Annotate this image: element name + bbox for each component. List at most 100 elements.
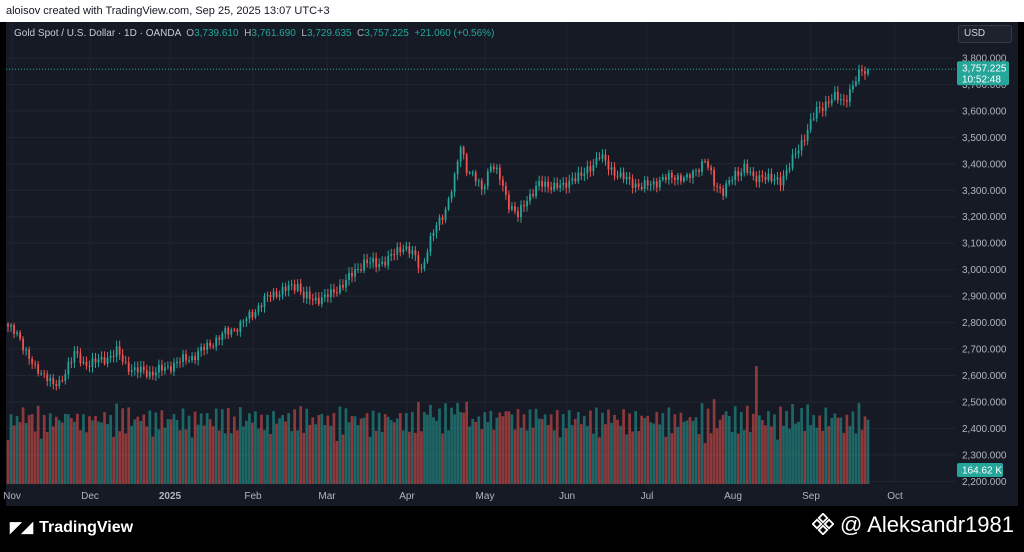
volume-bar	[6, 439, 10, 484]
candle-body	[852, 85, 854, 90]
volume-bar	[205, 413, 209, 484]
y-tick-label: 2,300.000	[962, 450, 1007, 461]
volume-bar	[57, 420, 61, 484]
candle-body	[426, 252, 429, 262]
tradingview-logo-icon: ◤◢	[10, 519, 34, 536]
volume-bar	[359, 418, 363, 484]
candle-body	[755, 176, 758, 182]
candle-body	[809, 119, 812, 130]
candle-body	[118, 346, 121, 355]
currency-button[interactable]: USD	[958, 25, 1012, 43]
volume-bar	[727, 416, 731, 484]
low-value: 3,729.635	[306, 28, 352, 39]
volume-bar	[471, 418, 475, 484]
candle-body	[236, 329, 239, 332]
volume-bar	[806, 404, 810, 484]
volume-bar	[251, 422, 254, 484]
volume-bar	[492, 429, 496, 484]
candle-body	[188, 360, 190, 362]
candle-body	[695, 170, 697, 172]
candle-body	[176, 361, 178, 363]
volume-bar	[501, 416, 505, 484]
candle-body	[686, 174, 688, 178]
volume-bar	[854, 433, 858, 484]
y-tick-label: 3,200.000	[962, 212, 1007, 223]
volume-bar	[395, 418, 399, 484]
candle-body	[637, 183, 640, 187]
candle-body	[698, 170, 700, 172]
volume-bar	[598, 437, 601, 484]
volume-bar	[709, 433, 713, 484]
volume-bar	[800, 408, 803, 484]
candle-body	[818, 107, 821, 109]
volume-bar	[63, 413, 67, 484]
volume-bar	[748, 431, 752, 484]
candlestick-chart[interactable]: 2,200.000 2,300.000 2,400.000 2,500.000 2,60…	[0, 0, 1024, 506]
candle-body	[91, 358, 94, 367]
volume-bar	[797, 421, 800, 484]
open-value: 3,739.610	[194, 28, 239, 39]
candle-body	[79, 353, 82, 364]
candle-body	[287, 285, 290, 291]
volume-bar	[586, 425, 589, 484]
candle-body	[830, 99, 833, 104]
volume-bar	[353, 416, 357, 484]
candle-body	[49, 378, 52, 382]
candle-body	[396, 247, 399, 255]
candle-body	[646, 180, 649, 186]
candle-body	[622, 172, 625, 180]
volume-bar	[407, 431, 411, 484]
volume-bar	[839, 417, 843, 484]
x-tick-label: Jun	[559, 491, 575, 502]
volume-bar	[555, 410, 559, 484]
candle-body	[317, 297, 320, 305]
volume-bar	[293, 409, 297, 484]
countdown-label: 10:52:48	[962, 74, 1001, 85]
volume-bar	[115, 403, 118, 484]
volume-bar	[625, 434, 628, 484]
volume-bar	[199, 413, 203, 484]
candle-body	[462, 147, 465, 155]
volume-bar	[33, 431, 37, 484]
candle-body	[858, 69, 860, 82]
y-tick-label: 2,700.000	[962, 345, 1007, 356]
candle-body	[625, 176, 628, 180]
candle-body	[200, 346, 203, 351]
tradingview-logo[interactable]: ◤◢ TradingView	[10, 518, 133, 537]
volume-bar	[785, 410, 788, 484]
candle-body	[583, 173, 586, 176]
candle-body	[266, 295, 269, 297]
volume-bar	[356, 425, 360, 484]
y-tick-label: 2,900.000	[962, 292, 1007, 303]
y-tick-label: 2,200.000	[962, 477, 1007, 488]
volume-bar	[697, 434, 701, 484]
candle-body	[779, 177, 782, 186]
candle-body	[607, 160, 610, 170]
volume-bar	[245, 420, 248, 484]
candle-body	[683, 177, 685, 182]
candle-body	[296, 283, 299, 291]
volume-bar	[308, 424, 312, 484]
candle-body	[589, 166, 592, 172]
candle-body	[85, 361, 88, 366]
volume-bar	[326, 415, 330, 484]
candle-body	[157, 364, 160, 373]
volume-bar	[622, 409, 625, 484]
volume-bar	[682, 421, 686, 484]
volume-bar	[414, 432, 417, 484]
candle-body	[269, 295, 272, 298]
volume-bar	[18, 422, 22, 484]
volume-bar	[398, 413, 402, 484]
volume-bar	[190, 437, 194, 484]
volume-bar	[302, 432, 306, 484]
candle-body	[432, 232, 435, 237]
volume-bar	[721, 414, 725, 484]
candle-body	[393, 253, 396, 255]
candle-body	[191, 356, 193, 361]
candle-body	[212, 346, 215, 348]
y-tick-label: 3,400.000	[962, 159, 1007, 170]
volume-bar	[139, 420, 143, 484]
volume-bar	[730, 431, 734, 484]
candle-body	[824, 101, 827, 111]
candle-body	[749, 171, 752, 173]
